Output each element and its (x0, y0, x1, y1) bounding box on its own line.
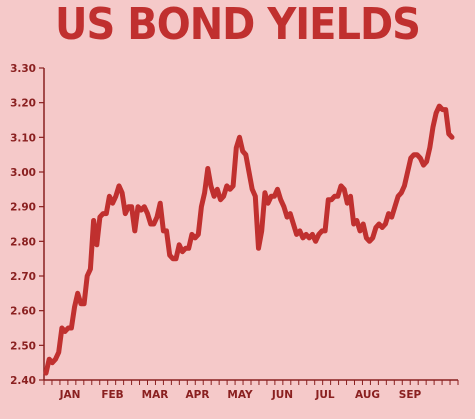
month-label: FEB (101, 389, 123, 401)
y-tick-label: 2.70 (10, 271, 36, 283)
month-label: JAN (59, 389, 81, 401)
series-line (43, 103, 455, 376)
month-label: JUN (271, 389, 293, 401)
chart-title: US BOND YIELDS (55, 0, 421, 50)
month-label: SEP (399, 389, 422, 401)
y-tick-label: 3.00 (10, 167, 36, 179)
month-label: MAR (142, 389, 169, 401)
y-tick-label: 2.60 (10, 306, 36, 318)
y-tick-label: 2.40 (10, 375, 36, 387)
month-label: APR (186, 389, 210, 401)
y-tick-label: 3.10 (10, 132, 36, 144)
y-tick-label: 2.50 (10, 340, 36, 352)
month-label: AUG (355, 389, 380, 401)
month-label: MAY (227, 389, 253, 401)
y-tick-label: 2.90 (10, 202, 36, 214)
month-label: JUL (314, 389, 334, 401)
y-tick-label: 3.20 (10, 98, 36, 110)
y-tick-label: 3.30 (10, 63, 36, 75)
y-tick-label: 2.80 (10, 236, 36, 248)
